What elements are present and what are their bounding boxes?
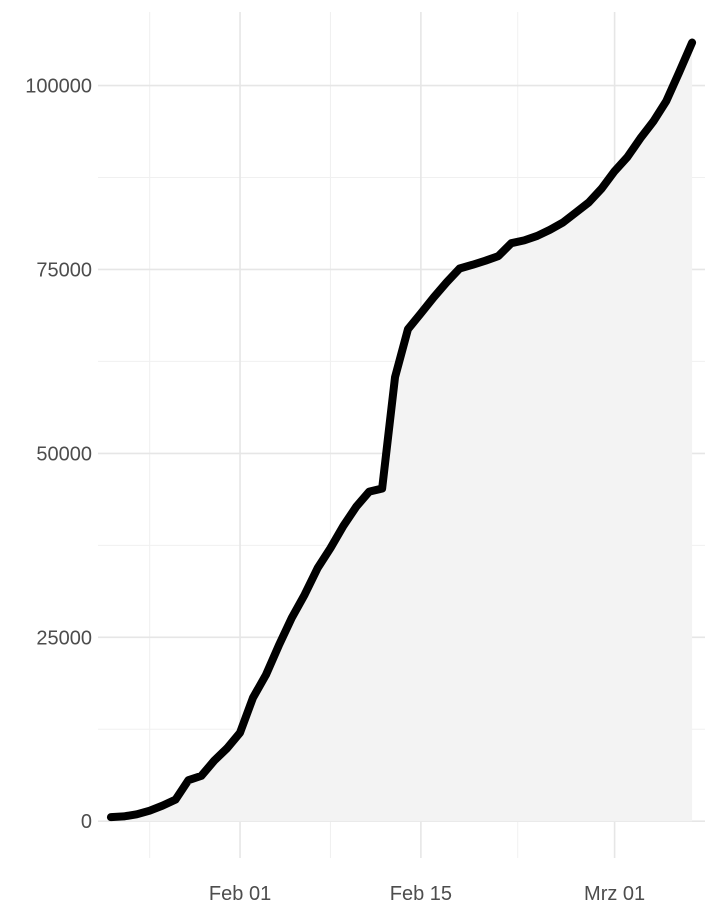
x-tick-label: Mrz 01 xyxy=(584,883,645,905)
y-tick-label: 50000 xyxy=(36,443,92,465)
series-area xyxy=(110,42,693,822)
x-tick-label: Feb 15 xyxy=(390,883,452,905)
y-axis: 0 25000 50000 75000 100000 xyxy=(25,76,92,834)
y-tick-label: 75000 xyxy=(36,259,92,281)
y-tick-label: 25000 xyxy=(36,627,92,649)
plot-area xyxy=(106,38,697,822)
x-tick-label: Feb 01 xyxy=(209,883,271,905)
y-tick-label: 100000 xyxy=(25,76,92,98)
x-axis: Feb 01 Feb 15 Mrz 01 xyxy=(209,883,645,905)
y-tick-label: 0 xyxy=(81,811,92,833)
series-line xyxy=(106,38,697,822)
